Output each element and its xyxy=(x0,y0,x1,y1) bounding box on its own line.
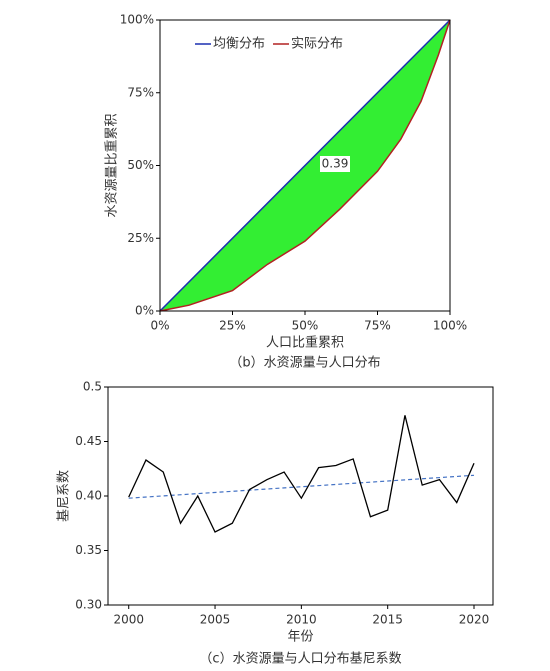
y-tick-label: 75% xyxy=(127,85,154,99)
x-tick-label: 25% xyxy=(219,319,246,333)
trend-line xyxy=(128,474,475,499)
x-tick-label: 2010 xyxy=(286,613,317,627)
x-tick-label: 2015 xyxy=(372,613,403,627)
y-tick-label: 0.30 xyxy=(75,598,102,612)
x-tick-label: 0% xyxy=(150,319,169,333)
caption: （b）水资源量与人口分布 xyxy=(229,356,380,371)
annotation-box xyxy=(320,156,350,172)
y-tick-label: 0.45 xyxy=(75,434,102,448)
x-tick-label: 50% xyxy=(292,319,319,333)
annotation: 0.39 xyxy=(322,157,349,171)
x-axis-label: 年份 xyxy=(287,630,313,645)
x-tick-label: 2020 xyxy=(459,613,490,627)
series-line xyxy=(159,19,451,312)
x-tick-label: 75% xyxy=(364,319,391,333)
y-tick-label: 0.35 xyxy=(75,543,102,557)
y-tick-label: 0.40 xyxy=(75,489,102,503)
y-tick-label: 50% xyxy=(127,158,154,172)
plot-frame xyxy=(159,19,451,312)
plot-frame xyxy=(107,386,494,606)
series-line xyxy=(159,19,451,312)
x-tick-label: 2000 xyxy=(113,613,144,627)
y-tick-label: 0% xyxy=(135,304,154,318)
caption: （c）水资源量与人口分布基尼系数 xyxy=(199,652,401,667)
legend-label: 均衡分布 xyxy=(213,37,265,52)
x-tick-label: 100% xyxy=(433,319,467,333)
x-axis-label: 人口比重累积 xyxy=(266,335,344,351)
y-tick-label: 100% xyxy=(120,13,154,27)
legend-label: 实际分布 xyxy=(291,37,343,52)
y-tick-label: 25% xyxy=(127,231,154,245)
series-line xyxy=(128,415,475,533)
y-axis-label: 水资源量比重累积 xyxy=(104,113,120,217)
y-axis-label: 基尼系数 xyxy=(57,470,72,522)
y-tick-label: 0.5 xyxy=(83,380,102,394)
x-tick-label: 2005 xyxy=(200,613,231,627)
